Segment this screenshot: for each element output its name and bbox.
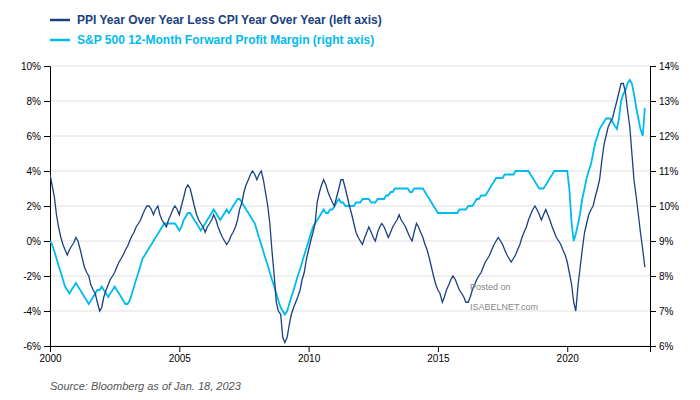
- tick-label: 11%: [659, 166, 678, 177]
- tick-label: 2015: [427, 353, 450, 364]
- tick: 0%: [27, 236, 50, 247]
- annotations: Source: Bloomberg as of Jan. 18, 2023 Pos…: [50, 282, 538, 392]
- tick: 8%: [27, 96, 50, 107]
- tick: -6%: [23, 341, 50, 352]
- tick-mark: [44, 276, 50, 277]
- tick-label: 10%: [21, 61, 41, 72]
- source-note: Source: Bloomberg as of Jan. 18, 2023: [50, 380, 242, 392]
- tick: -2%: [23, 271, 50, 282]
- tick: 2000: [39, 346, 62, 364]
- tick-label: -2%: [23, 271, 41, 282]
- tick: -4%: [23, 306, 50, 317]
- y-axis-left: -6% -4% -2% 0% 2% 4% 6% 8% 10%: [21, 61, 51, 352]
- tick-label: 13%: [659, 96, 679, 107]
- tick: 2010: [298, 346, 321, 364]
- tick-label: 9%: [659, 236, 674, 247]
- tick-label: 2010: [298, 353, 321, 364]
- chart: 2000 2005 2010 2015 2020 -6% -4% -2% 0% 2% 4% 6% 8% 1…: [0, 0, 700, 400]
- plot-area: [50, 80, 645, 343]
- legend-label: PPI Year Over Year Less CPI Year Over Ye…: [77, 13, 382, 27]
- grid-line: [50, 241, 650, 242]
- tick-mark: [44, 346, 50, 347]
- y-axis-right: 6% 7% 8% 9% 10% 11% 12% 13% 14%: [650, 61, 679, 352]
- grid: [50, 66, 650, 346]
- tick: 8%: [650, 271, 674, 282]
- watermark: Posted on: [470, 282, 511, 292]
- tick-mark: [44, 241, 50, 242]
- tick: 2020: [557, 346, 580, 364]
- tick-label: -4%: [23, 306, 41, 317]
- tick-label: 2%: [27, 201, 42, 212]
- tick-label: 0%: [27, 236, 42, 247]
- tick: 2005: [169, 346, 192, 364]
- tick-mark: [44, 171, 50, 172]
- tick: 13%: [650, 96, 679, 107]
- tick: 2%: [27, 201, 50, 212]
- tick: 2015: [427, 346, 450, 364]
- tick: 14%: [650, 61, 679, 72]
- tick: 9%: [650, 236, 674, 247]
- tick: 7%: [650, 306, 674, 317]
- tick-label: 6%: [27, 131, 42, 142]
- tick-mark: [44, 66, 50, 67]
- tick-mark: [44, 311, 50, 312]
- axis-line: [651, 67, 657, 347]
- tick: 4%: [27, 166, 50, 177]
- tick-mark: [650, 346, 656, 347]
- legend-swatch: [50, 39, 70, 42]
- tick-mark: [650, 206, 656, 207]
- watermark: ISABELNET.com: [470, 302, 538, 312]
- tick-mark: [44, 206, 50, 207]
- tick: 12%: [650, 131, 679, 142]
- tick: 10%: [650, 201, 679, 212]
- tick-label: -6%: [23, 341, 41, 352]
- legend-swatch: [50, 19, 70, 22]
- tick-label: 2000: [39, 353, 62, 364]
- tick-mark: [650, 241, 656, 242]
- tick-mark: [650, 136, 656, 137]
- tick-mark: [567, 346, 568, 352]
- tick-mark: [650, 101, 656, 102]
- tick-mark: [650, 171, 656, 172]
- axis-line: [44, 67, 51, 347]
- tick-mark: [179, 346, 180, 352]
- tick-mark: [309, 346, 310, 352]
- tick-label: 6%: [659, 341, 674, 352]
- tick: 11%: [650, 166, 678, 177]
- tick: 10%: [21, 61, 50, 72]
- axis-line: [51, 347, 651, 353]
- tick-label: 8%: [27, 96, 42, 107]
- tick-label: 4%: [27, 166, 42, 177]
- legend: PPI Year Over Year Less CPI Year Over Ye…: [50, 13, 382, 47]
- legend-label: S&P 500 12-Month Forward Profit Margin (…: [77, 33, 374, 47]
- tick-mark: [438, 346, 439, 352]
- grid-line: [50, 66, 650, 67]
- tick-mark: [650, 66, 656, 67]
- tick-label: 10%: [659, 201, 679, 212]
- tick-label: 2020: [557, 353, 580, 364]
- tick-mark: [44, 136, 50, 137]
- tick-label: 7%: [659, 306, 674, 317]
- tick-mark: [44, 101, 50, 102]
- tick-label: 8%: [659, 271, 674, 282]
- tick-mark: [650, 311, 656, 312]
- grid-line: [50, 311, 650, 312]
- tick: 6%: [650, 341, 674, 352]
- tick-label: 14%: [659, 61, 679, 72]
- tick-mark: [650, 276, 656, 277]
- grid-line: [50, 136, 650, 137]
- tick-label: 12%: [659, 131, 679, 142]
- grid-line: [50, 101, 650, 102]
- tick-label: 2005: [169, 353, 192, 364]
- x-axis: 2000 2005 2010 2015 2020: [39, 346, 650, 364]
- series-line: [50, 84, 645, 343]
- grid-line: [50, 276, 650, 277]
- tick: 6%: [27, 131, 50, 142]
